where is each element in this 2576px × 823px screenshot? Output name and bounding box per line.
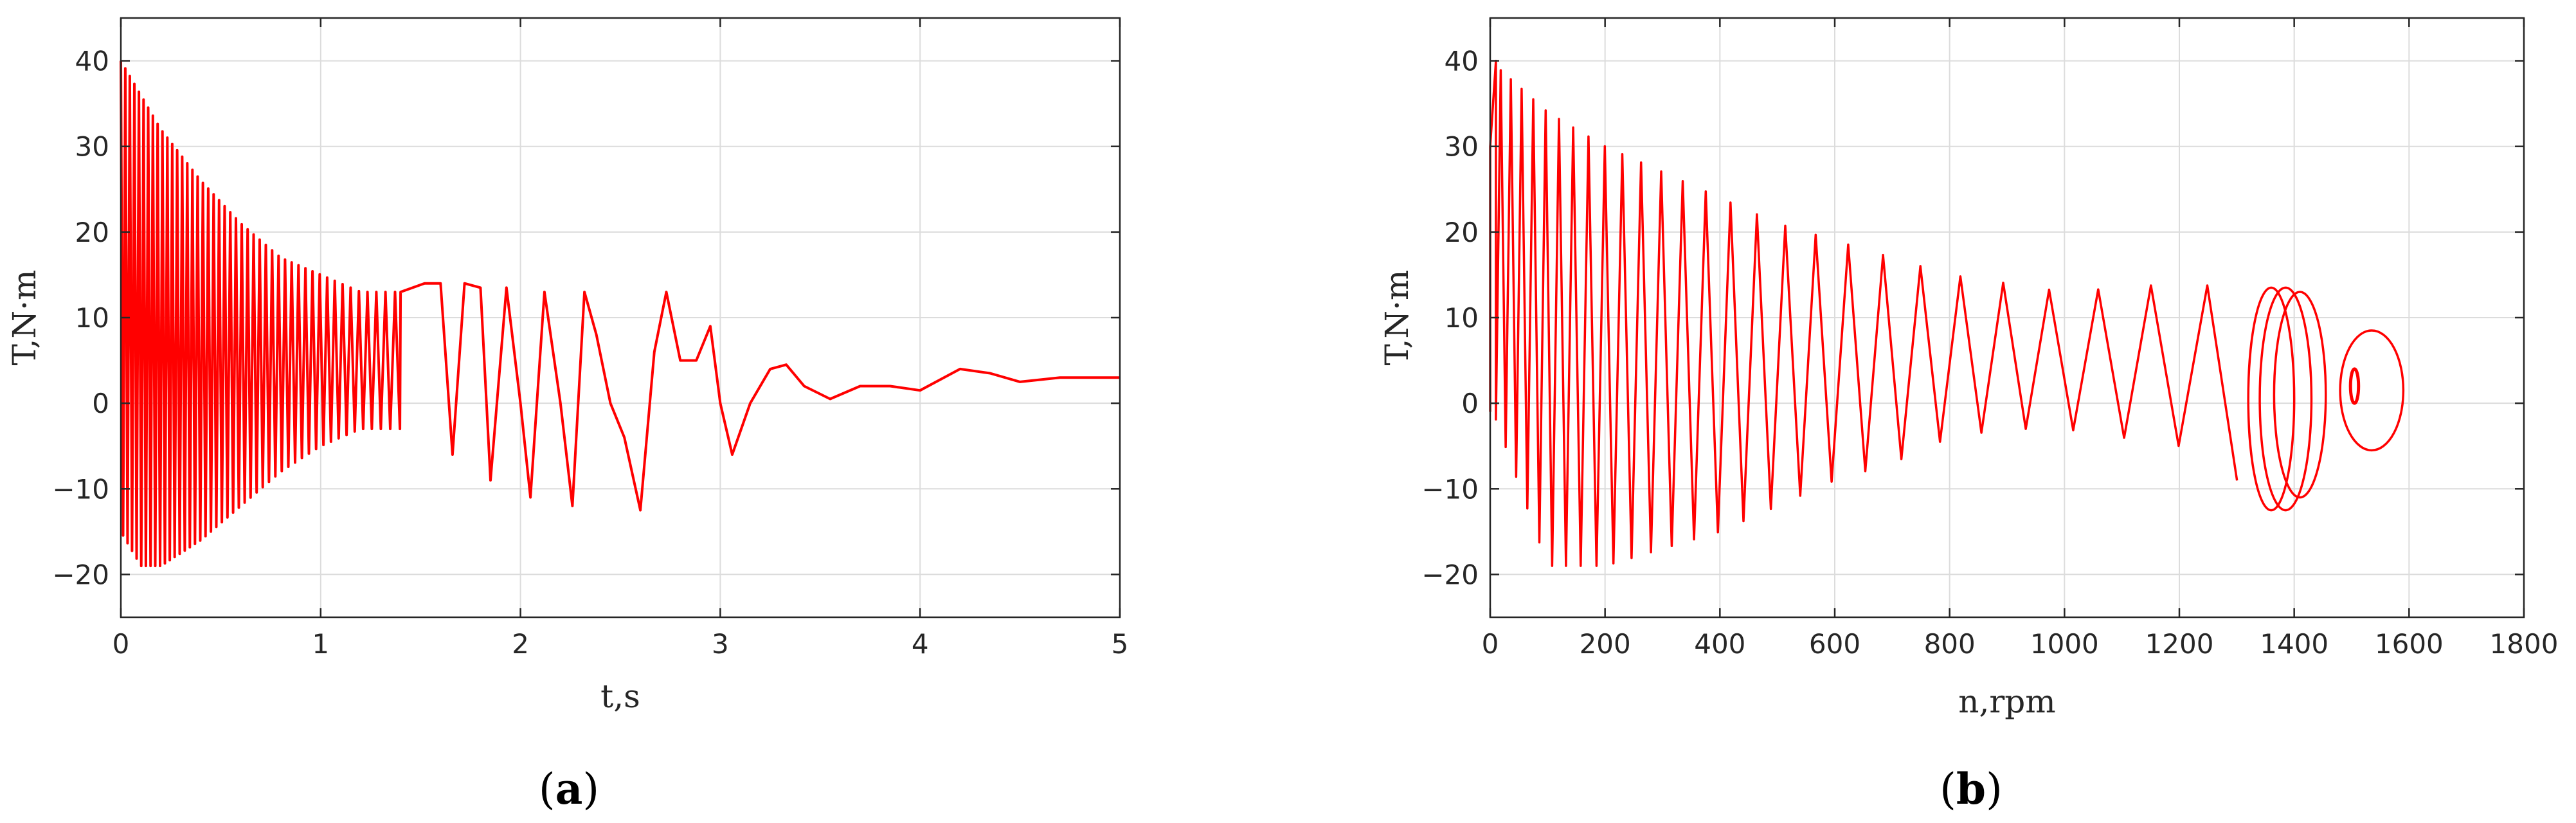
y-tick-label: 0 bbox=[92, 388, 109, 419]
series-a bbox=[120, 60, 1120, 568]
panel-paren-close-b: ) bbox=[1986, 764, 2003, 814]
y-tick-label: 30 bbox=[75, 131, 109, 163]
x-tick-label: 1200 bbox=[2145, 628, 2214, 660]
x-tick-label: 200 bbox=[1580, 628, 1631, 660]
panel-paren-close-a: ) bbox=[582, 764, 599, 814]
series-line bbox=[120, 60, 1120, 568]
y-axis-label-a: T,N·m bbox=[6, 270, 43, 366]
x-axis-label-b: n,rpm bbox=[1958, 683, 2055, 720]
y-tick-label: −20 bbox=[1421, 559, 1479, 590]
y-tick-label: 10 bbox=[75, 302, 109, 334]
panel-label-b: (b) bbox=[1940, 764, 2003, 814]
x-tick-label: 600 bbox=[1809, 628, 1860, 660]
x-tick-label: 1400 bbox=[2260, 628, 2328, 660]
x-tick-label: 0 bbox=[1482, 628, 1499, 660]
grid-b bbox=[1490, 18, 2524, 617]
x-tick-label: 0 bbox=[113, 628, 130, 660]
x-tick-label: 3 bbox=[712, 628, 729, 660]
phase-loop bbox=[2258, 286, 2313, 512]
y-tick-label: 0 bbox=[1461, 388, 1479, 419]
panel-label-a: (a) bbox=[539, 764, 599, 814]
x-tick-label: 800 bbox=[1924, 628, 1976, 660]
x-tick-label: 1 bbox=[312, 628, 329, 660]
ticks-b: 0 200 400 600 800 1000 1200 1400 1600 1800 −20 −10 0… bbox=[1421, 18, 2558, 660]
y-tick-label: −20 bbox=[52, 559, 109, 590]
phase-loop bbox=[2273, 291, 2327, 499]
y-tick-label: 40 bbox=[1445, 46, 1479, 77]
phase-loop bbox=[2339, 329, 2405, 452]
ticks-a: 0 1 2 3 4 5 −20 −10 0 10 20 30 40 bbox=[52, 18, 1128, 660]
series-line bbox=[1489, 59, 2238, 567]
x-tick-label: 4 bbox=[912, 628, 929, 660]
panel-paren-open-b: ( bbox=[1940, 764, 1956, 814]
y-tick-label: 20 bbox=[1445, 217, 1479, 248]
x-tick-label: 2 bbox=[512, 628, 529, 660]
panel-letter-a: a bbox=[555, 764, 583, 814]
steady-state-point bbox=[2348, 367, 2361, 405]
phase-loop bbox=[2247, 286, 2296, 512]
y-tick-label: 30 bbox=[1445, 131, 1479, 163]
x-tick-label: 400 bbox=[1694, 628, 1745, 660]
x-tick-label: 1800 bbox=[2490, 628, 2559, 660]
y-tick-label: −10 bbox=[52, 473, 109, 505]
y-tick-label: 20 bbox=[75, 217, 109, 248]
x-tick-label: 1600 bbox=[2375, 628, 2444, 660]
x-tick-label: 5 bbox=[1112, 628, 1129, 660]
x-axis-label-a: t,s bbox=[600, 678, 640, 715]
y-tick-label: −10 bbox=[1421, 473, 1479, 505]
y-tick-label: 40 bbox=[75, 46, 109, 77]
chart-panel-b: 0 200 400 600 800 1000 1200 1400 1600 1800 −20 −10 0… bbox=[1378, 17, 2558, 814]
x-tick-label: 1000 bbox=[2030, 628, 2099, 660]
series-b bbox=[1489, 59, 2405, 567]
chart-panel-a: 0 1 2 3 4 5 −20 −10 0 10 20 30 40 T,N·m t,s (a) bbox=[6, 17, 1128, 814]
y-axis-label-b: T,N·m bbox=[1378, 270, 1416, 366]
panel-paren-open-a: ( bbox=[539, 764, 555, 814]
y-tick-label: 10 bbox=[1445, 302, 1479, 334]
panel-letter-b: b bbox=[1956, 764, 1986, 814]
